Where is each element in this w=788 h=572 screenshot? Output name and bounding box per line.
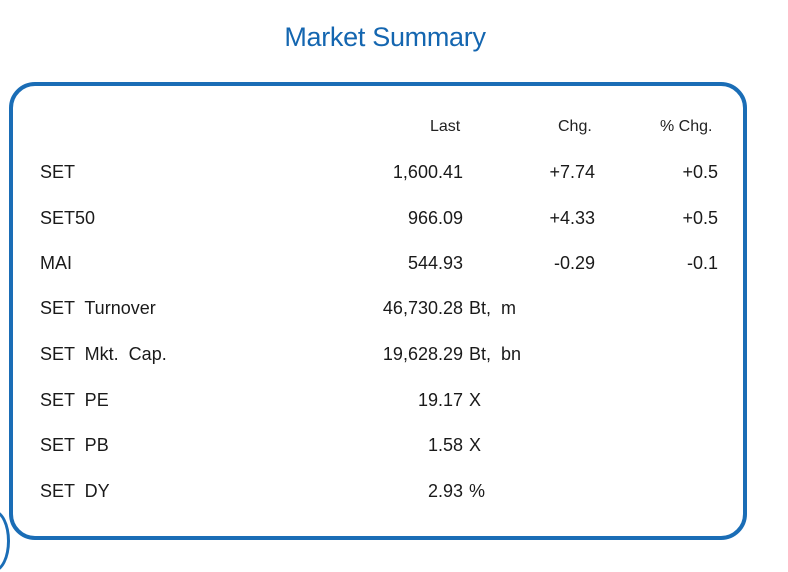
row-change: -0.29	[553, 253, 595, 273]
row-change: +4.33	[549, 208, 595, 228]
row-label: MAI	[40, 253, 73, 273]
row-label: SET50	[40, 208, 96, 228]
row-percent-change: +0.5	[682, 162, 718, 182]
row-unit: Bt, bn	[469, 344, 522, 364]
row-percent-change: +0.5	[682, 208, 718, 228]
table-row: SET50 966.09 +4.33 +0.5	[0, 208, 788, 232]
row-label: SET	[40, 162, 76, 182]
row-label: SET DY	[40, 481, 110, 501]
table-row: MAI 544.93 -0.29 -0.1	[0, 253, 788, 277]
row-unit: X	[469, 435, 482, 455]
page-title: Market Summary	[284, 22, 486, 52]
row-last-value: 19.17	[417, 390, 463, 410]
row-unit: Bt, m	[469, 298, 517, 318]
column-header-last: Last	[430, 118, 461, 135]
row-last-value: 966.09	[407, 208, 463, 228]
row-last-value: 46,730.28	[382, 298, 463, 318]
row-last-value: 1.58	[427, 435, 463, 455]
row-unit: X	[469, 390, 482, 410]
table-row: SET PE 19.17 X	[0, 390, 788, 414]
table-row: SET PB 1.58 X	[0, 435, 788, 459]
row-label: SET PE	[40, 390, 109, 410]
row-percent-change: -0.1	[686, 253, 718, 273]
row-last-value: 19,628.29	[382, 344, 463, 364]
column-header-pct-chg: % Chg.	[660, 118, 713, 135]
decorative-arc	[0, 510, 10, 572]
market-summary-panel	[9, 82, 747, 540]
table-row: SET Turnover 46,730.28 Bt, m	[0, 298, 788, 322]
row-last-value: 544.93	[407, 253, 463, 273]
table-row: SET DY 2.93 %	[0, 481, 788, 505]
row-label: SET Mkt. Cap.	[40, 344, 167, 364]
row-last-value: 2.93	[427, 481, 463, 501]
column-header-chg: Chg.	[558, 118, 592, 135]
table-row: SET 1,600.41 +7.74 +0.5	[0, 162, 788, 186]
row-change: +7.74	[549, 162, 595, 182]
row-last-value: 1,600.41	[392, 162, 463, 182]
table-row: SET Mkt. Cap. 19,628.29 Bt, bn	[0, 344, 788, 368]
row-unit: %	[469, 481, 486, 501]
row-label: SET Turnover	[40, 298, 156, 318]
row-label: SET PB	[40, 435, 109, 455]
